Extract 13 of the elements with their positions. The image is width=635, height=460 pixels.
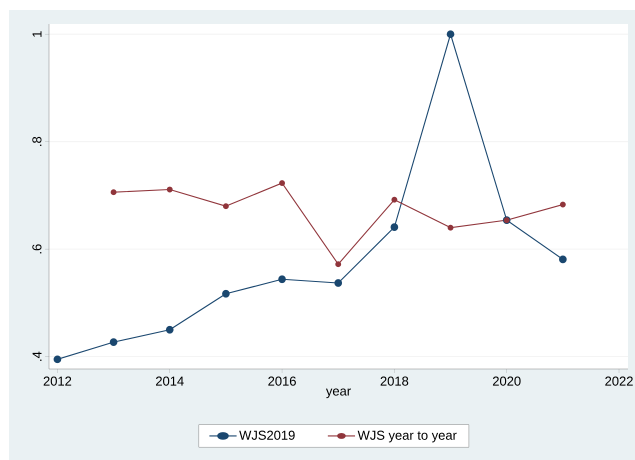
x-tick-label: 2012 bbox=[44, 376, 72, 386]
x-tick-label: 2014 bbox=[156, 376, 184, 386]
x-tick-label: 2022 bbox=[605, 376, 633, 386]
y-tick-label: .6 bbox=[32, 244, 42, 254]
y-tick-label: 1 bbox=[32, 31, 42, 37]
legend-label: WJS year to year bbox=[358, 430, 457, 442]
x-tick-label: 2018 bbox=[380, 376, 408, 386]
y-tick-label: .4 bbox=[32, 352, 42, 361]
x-axis-title: year bbox=[326, 388, 351, 398]
x-tick-label: 2020 bbox=[492, 376, 521, 386]
legend-label: WJS2019 bbox=[239, 430, 295, 440]
y-tick-label: .8 bbox=[32, 136, 42, 146]
x-tick-label: 2016 bbox=[268, 376, 296, 386]
